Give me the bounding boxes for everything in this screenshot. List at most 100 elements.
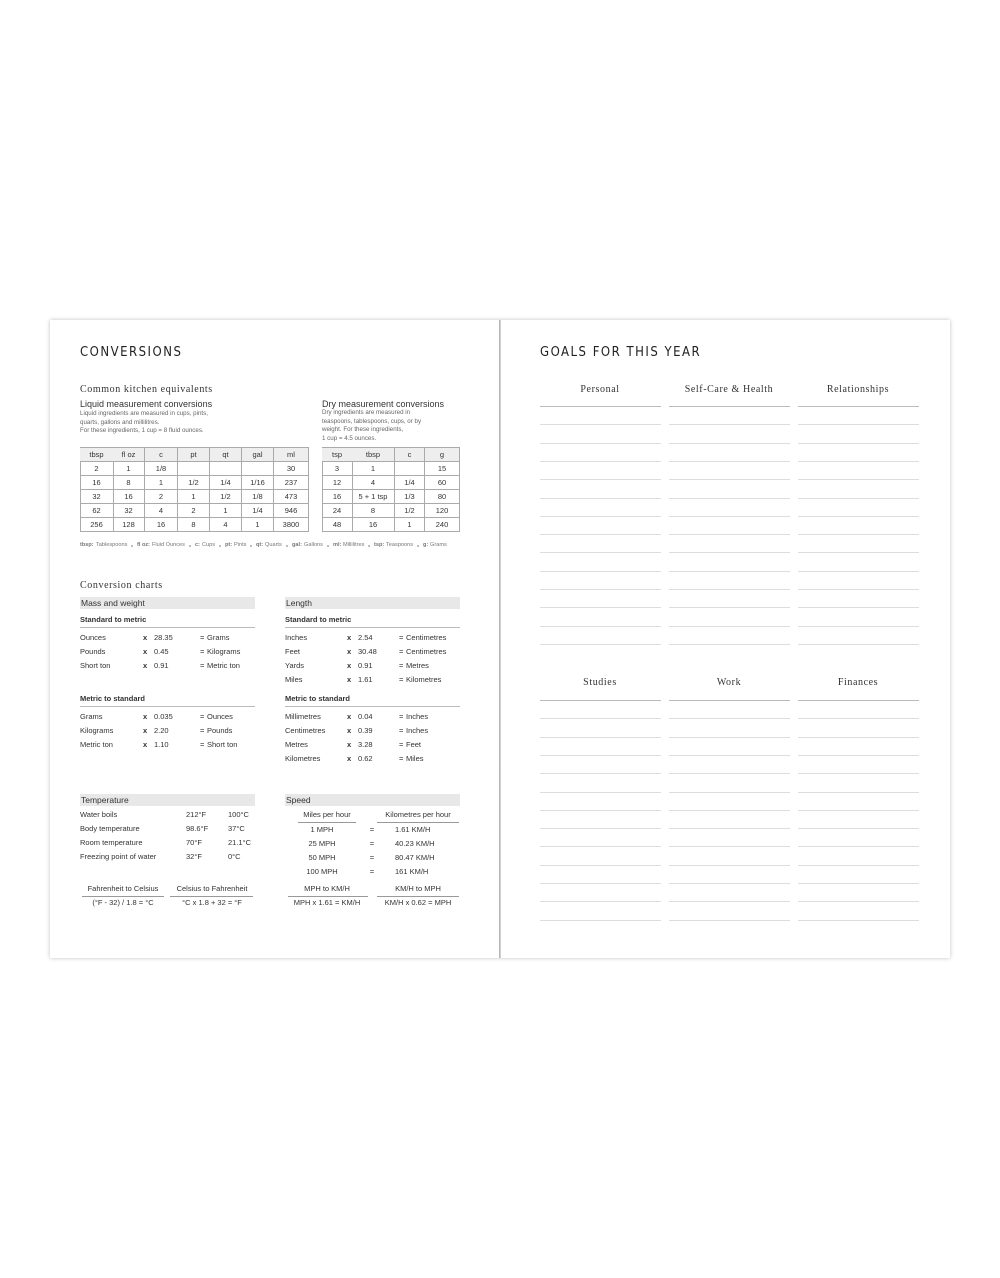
unit-from: Centimetres — [285, 726, 326, 735]
equals-sign: = — [200, 647, 205, 656]
multiply-sign: x — [347, 675, 352, 684]
table-cell: 16 — [80, 476, 114, 490]
unit-to: Ounces — [207, 712, 233, 721]
table-cell: 30 — [274, 462, 309, 476]
multiply-sign: x — [143, 726, 148, 735]
writing-line — [669, 643, 790, 645]
writing-line — [540, 846, 661, 848]
table-cell: 16 — [113, 490, 145, 504]
table-cell: 1/4 — [395, 476, 425, 490]
legend-separator — [250, 544, 252, 547]
legend-text: Pints — [234, 542, 247, 548]
factor: 0.04 — [358, 712, 373, 721]
writing-line — [540, 625, 661, 627]
factor: 2.20 — [154, 726, 169, 735]
formula: MPH x 1.61 = KM/H — [293, 898, 361, 907]
writing-line — [540, 497, 661, 499]
writing-line — [798, 773, 919, 775]
writing-line — [798, 791, 919, 793]
page-title: CONVERSIONS — [80, 345, 183, 360]
unit-from: Kilograms — [80, 726, 114, 735]
table-cell: 8 — [178, 518, 210, 532]
table-cell: 16 — [352, 518, 395, 532]
table-header-cell: c — [145, 448, 178, 462]
section-bar — [285, 794, 460, 806]
writing-line — [669, 460, 790, 462]
goal-column-heading: Relationships — [826, 384, 890, 395]
unit-to: Inches — [406, 726, 429, 735]
table-cell: 1/8 — [145, 462, 178, 476]
table-cell: 4 — [352, 476, 395, 490]
unit-to: Centimetres — [406, 633, 447, 642]
formula-underline — [377, 896, 459, 897]
table-note: Dry ingredients are measured in — [322, 409, 411, 416]
legend-separator — [219, 544, 221, 547]
temperature-label: Body temperature — [80, 824, 140, 833]
table-note: For these ingredients, 1 cup = 8 fluid o… — [80, 427, 204, 434]
writing-line — [798, 406, 919, 407]
section-bar-title: Temperature — [81, 795, 129, 805]
writing-line — [798, 754, 919, 756]
multiply-sign: x — [347, 726, 352, 735]
factor: 0.035 — [154, 712, 173, 721]
legend-text: Grams — [430, 542, 447, 548]
section-bar — [80, 597, 255, 609]
writing-line — [669, 828, 790, 830]
table-cell: 2 — [145, 490, 178, 504]
unit-from: Metric ton — [80, 740, 113, 749]
factor: 0.39 — [358, 726, 373, 735]
writing-line — [540, 883, 661, 884]
writing-line — [669, 589, 790, 590]
equals-sign: = — [200, 633, 205, 642]
writing-line — [540, 919, 661, 921]
unit-to: Short ton — [207, 740, 238, 749]
unit-from: Grams — [80, 712, 103, 721]
writing-line — [540, 754, 661, 756]
writing-line — [798, 589, 919, 590]
factor: 2.54 — [358, 633, 373, 642]
writing-line — [798, 442, 919, 444]
legend-separator — [417, 544, 419, 547]
celsius: 100°C — [228, 810, 249, 819]
table-note: quarts, gallons and millilitres. — [80, 418, 160, 426]
table-cell: 5 + 1 tsp — [352, 490, 395, 504]
multiply-sign: x — [143, 712, 148, 721]
group-underline — [80, 627, 255, 628]
writing-line — [540, 828, 661, 830]
table-cell: 946 — [274, 504, 309, 518]
equals-sign: = — [369, 839, 375, 848]
table-title: Liquid measurement conversions — [80, 399, 213, 409]
section-bar-title: Mass and weight — [81, 598, 145, 608]
legend-separator — [189, 544, 191, 547]
legend-text: Teaspoons — [386, 542, 414, 548]
factor: 1.10 — [154, 740, 169, 749]
legend-abbr: tsp: — [374, 542, 385, 548]
table-cell: 2 — [178, 504, 210, 518]
writing-line — [669, 406, 790, 407]
table-cell — [178, 462, 210, 476]
writing-line — [798, 718, 919, 720]
table-cell: 256 — [80, 518, 114, 532]
unit-from: Inches — [285, 633, 308, 642]
equals-sign: = — [399, 647, 404, 656]
writing-line — [540, 607, 661, 609]
speed-column-header: Kilometres per hour — [385, 810, 451, 819]
multiply-sign: x — [347, 740, 352, 749]
kmh: 161 KM/H — [395, 867, 429, 876]
factor: 30.48 — [358, 647, 377, 656]
unit-to: Metric ton — [207, 661, 240, 670]
writing-line — [669, 479, 790, 481]
table-cell: 1 — [178, 490, 210, 504]
group-underline — [285, 706, 460, 707]
table-cell: 1 — [242, 518, 274, 532]
unit-to: Grams — [207, 633, 230, 642]
unit-to: Inches — [406, 712, 429, 721]
writing-line — [669, 442, 790, 444]
writing-line — [540, 424, 661, 426]
writing-line — [798, 736, 919, 738]
formula-title: Celsius to Fahrenheit — [176, 884, 248, 893]
writing-line — [669, 864, 790, 866]
table-header-cell: qt — [210, 448, 242, 462]
mph: 50 MPH — [308, 853, 336, 862]
